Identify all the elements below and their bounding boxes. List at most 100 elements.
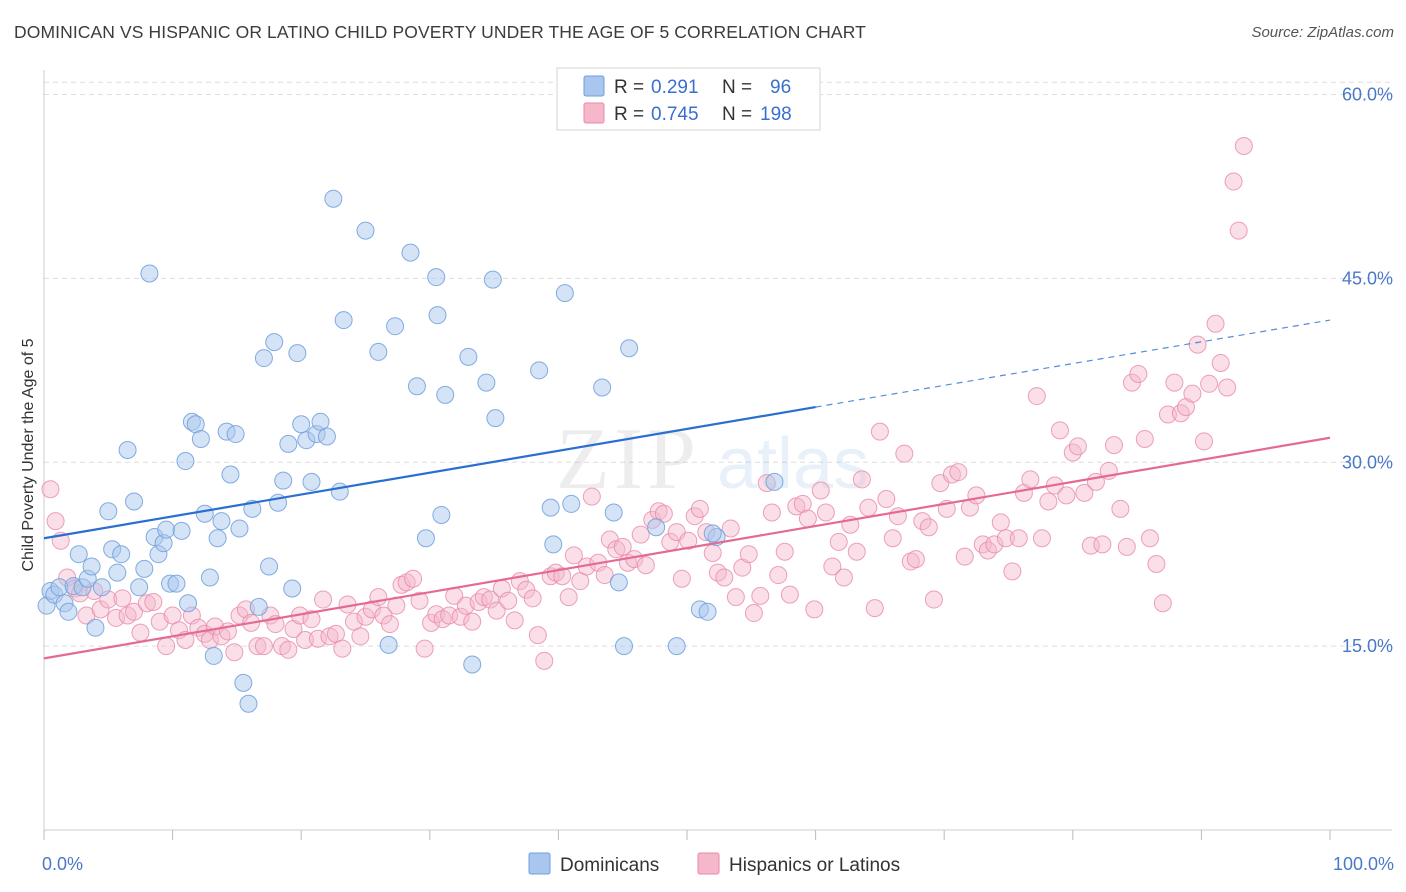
data-point-hispanics [1234,137,1253,155]
y-tick-label-1: 30.0% [1342,452,1393,472]
chart-title: DOMINICAN VS HISPANIC OR LATINO CHILD PO… [14,22,866,42]
legend-n-value-2: 198 [760,104,792,125]
data-point-hispanics [985,535,1004,554]
data-point-hispanics [877,490,896,509]
data-point-dominicans [204,646,223,665]
data-point-dominicans [195,504,214,523]
data-point-hispanics [451,607,470,626]
data-point-dominicans [477,373,496,392]
data-point-dominicans [226,425,245,444]
x-tick-label-1: 100.0% [1333,854,1394,874]
data-point-dominicans [369,342,388,361]
data-point-hispanics [751,586,770,605]
data-point-hispanics [780,585,799,604]
data-point-dominicans [541,498,560,517]
watermark-atlas: atlas [717,424,869,504]
data-point-hispanics [1027,387,1046,406]
data-point-hispanics [721,519,740,538]
data-point-dominicans [283,579,302,598]
data-point-hispanics [1129,365,1148,383]
data-point-hispanics [308,629,327,648]
data-point-dominicans [254,349,273,368]
data-point-hispanics [41,480,60,499]
y-tick-label-2: 45.0% [1342,268,1393,288]
y-tick-label-0: 15.0% [1342,636,1393,656]
correlation-legend: R = 0.291 N = 96 R = 0.745 N = 198 [556,67,821,131]
data-point-hispanics [1021,470,1040,489]
data-point-dominicans [555,284,574,303]
data-point-hispanics [865,599,884,618]
data-point-dominicans [703,524,722,543]
y-tick-label-3: 60.0% [1342,85,1393,105]
data-point-hispanics [726,588,745,607]
data-point-dominicans [562,494,581,513]
data-point-hispanics [1135,429,1154,448]
data-point-dominicans [330,482,349,501]
data-point-hispanics [859,498,878,517]
data-point-dominicans [176,452,195,471]
data-point-dominicans [249,597,268,616]
data-point-hispanics [46,512,65,531]
data-point-dominicans [427,268,446,287]
data-point-hispanics [883,529,902,548]
data-point-hispanics [469,593,488,611]
bottom-legend-swatch-dominicans [528,852,551,875]
data-point-hispanics [1224,172,1243,191]
data-point-hispanics [823,557,842,576]
data-point-dominicans [530,361,549,380]
data-point-hispanics [1165,373,1184,392]
data-point-hispanics [1111,499,1130,518]
data-point-hispanics [715,568,734,587]
data-point-dominicans [288,344,307,363]
data-point-dominicans [82,557,101,576]
data-point-hispanics [380,615,399,634]
data-point-hispanics [1218,378,1237,397]
data-point-hispanics [499,591,518,610]
data-point-hispanics [91,600,110,619]
data-point-dominicans [118,441,137,459]
data-point-hispanics [967,486,986,505]
data-point-dominicans [604,503,623,522]
x-tick-labels: 0.0% 100.0% [42,854,1394,874]
data-point-hispanics [302,610,321,629]
data-point-dominicans [379,635,398,654]
data-point-hispanics [523,589,542,608]
data-point-dominicans [265,333,284,352]
data-point-dominicans [407,377,426,396]
data-point-dominicans [386,317,405,336]
data-point-dominicans [234,673,253,692]
data-point-hispanics [1093,535,1112,554]
legend-swatch-dominicans [583,75,605,97]
data-point-hispanics [1229,221,1248,240]
data-point-hispanics [314,590,333,609]
data-point-hispanics [131,623,150,642]
data-point-dominicans [463,655,482,674]
data-point-hispanics [404,569,423,588]
data-point-hispanics [1194,432,1213,451]
data-point-hispanics [1211,353,1230,372]
data-point-dominicans [356,221,375,240]
data-point-hispanics [137,594,156,613]
data-point-dominicans [292,415,311,434]
data-point-hispanics [1104,436,1123,455]
data-point-dominicans [125,492,144,511]
data-point-hispanics [1188,335,1207,354]
data-point-hispanics [1171,404,1190,423]
data-point-dominicans [208,529,227,548]
data-point-hispanics [1081,536,1100,555]
grid-lines [44,81,1392,647]
bottom-legend-label-hispanics: Hispanics or Latinos [729,855,900,876]
data-point-dominicans [334,311,353,330]
data-point-hispanics [254,637,273,656]
bottom-legend-label-dominicans: Dominicans [560,855,659,876]
data-point-hispanics [157,637,176,656]
data-point-hispanics [296,631,315,649]
data-point-hispanics [744,604,763,623]
data-point-hispanics [816,503,835,522]
data-point-hispanics [762,503,781,522]
bottom-legend-swatch-hispanics [697,852,720,875]
data-point-hispanics [636,556,655,575]
legend-r-value-2: 0.745 [651,104,699,125]
data-point-hispanics [505,611,524,630]
data-point-hispanics [919,518,938,537]
